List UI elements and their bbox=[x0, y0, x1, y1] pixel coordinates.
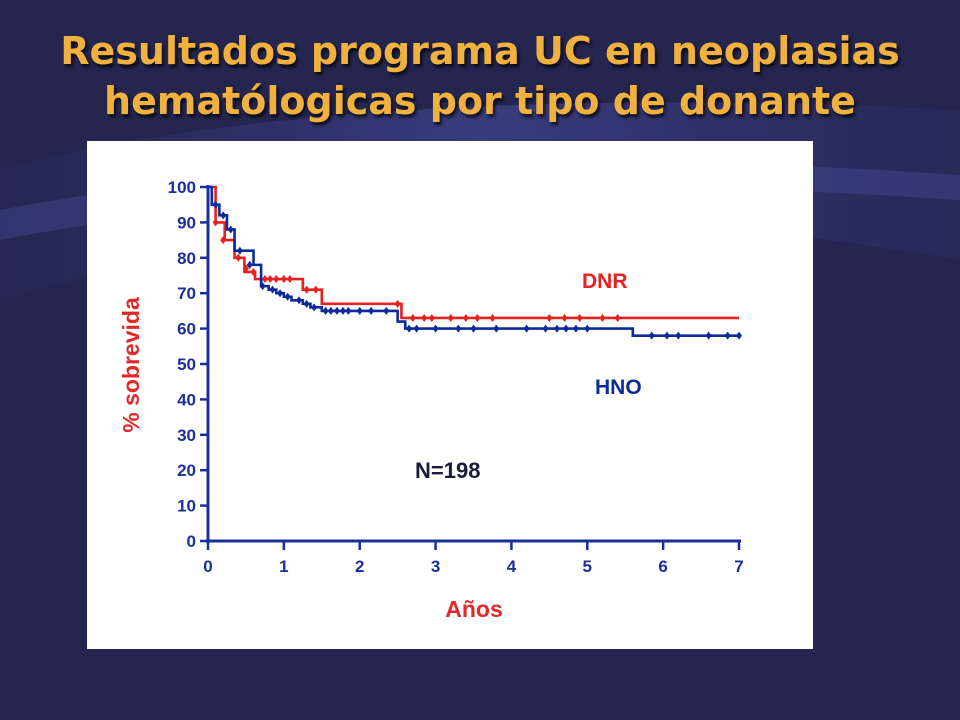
x-tick-label: 1 bbox=[279, 557, 288, 576]
censor-mark-hno bbox=[663, 331, 670, 340]
series-layer bbox=[208, 185, 742, 340]
y-tick-label: 10 bbox=[177, 497, 196, 516]
censor-mark-dnr bbox=[250, 267, 257, 276]
y-tick-label: 50 bbox=[177, 355, 196, 374]
y-tick-label: 80 bbox=[177, 249, 196, 268]
censor-mark-hno bbox=[322, 306, 329, 315]
series-label-dnr: DNR bbox=[582, 270, 628, 293]
slide-title-line-1: Resultados programa UC en neoplasias bbox=[60, 29, 900, 73]
x-tick-label: 7 bbox=[734, 557, 743, 576]
censor-mark-hno bbox=[227, 225, 234, 234]
censor-mark-hno bbox=[212, 200, 219, 209]
y-tick-label: 60 bbox=[177, 320, 196, 339]
censor-mark-hno bbox=[236, 246, 243, 255]
censor-mark-hno bbox=[296, 296, 303, 305]
censor-mark-dnr bbox=[409, 313, 416, 322]
y-tick-label: 30 bbox=[177, 426, 196, 445]
censor-mark-hno bbox=[259, 282, 266, 291]
censor-mark-hno bbox=[345, 306, 352, 315]
censor-mark-dnr bbox=[561, 313, 568, 322]
censor-mark-hno bbox=[220, 211, 227, 220]
censor-mark-hno bbox=[553, 324, 560, 333]
censor-mark-dnr bbox=[462, 313, 469, 322]
censor-mark-hno bbox=[246, 260, 253, 269]
censor-mark-dnr bbox=[421, 313, 428, 322]
censor-mark-dnr bbox=[235, 253, 242, 262]
censor-mark-hno bbox=[724, 331, 731, 340]
censor-mark-dnr bbox=[280, 275, 287, 284]
censor-mark-dnr bbox=[447, 313, 454, 322]
censor-mark-hno bbox=[368, 306, 375, 315]
y-tick-label: 0 bbox=[187, 532, 196, 551]
censor-mark-hno bbox=[648, 331, 655, 340]
censor-mark-hno bbox=[470, 324, 477, 333]
y-tick-label: 70 bbox=[177, 284, 196, 303]
x-tick-label: 3 bbox=[431, 557, 440, 576]
sample-size-annotation: N=198 bbox=[415, 458, 480, 483]
censor-mark-dnr bbox=[267, 275, 274, 284]
y-axis: 0 10 20 30 40 50 60 70 80 90 100 bbox=[168, 178, 210, 551]
censor-mark-dnr bbox=[286, 275, 293, 284]
censor-mark-hno bbox=[269, 285, 276, 294]
censor-mark-hno bbox=[736, 331, 742, 340]
censor-mark-dnr bbox=[303, 285, 310, 294]
censor-mark-dnr bbox=[576, 313, 583, 322]
series-line-hno bbox=[208, 185, 739, 337]
x-tick-label: 0 bbox=[203, 557, 212, 576]
censor-mark-hno bbox=[563, 324, 570, 333]
x-tick-label: 2 bbox=[355, 557, 364, 576]
y-tick-label: 20 bbox=[177, 461, 196, 480]
censor-mark-dnr bbox=[273, 275, 280, 284]
censor-mark-dnr bbox=[489, 313, 496, 322]
censor-mark-hno bbox=[432, 324, 439, 333]
series-label-hno: HNO bbox=[595, 376, 642, 399]
censor-mark-dnr bbox=[614, 313, 621, 322]
y-axis-title: % sobrevida bbox=[118, 297, 144, 433]
censor-mark-hno bbox=[383, 306, 390, 315]
censor-mark-hno bbox=[340, 306, 347, 315]
censor-mark-hno bbox=[493, 324, 500, 333]
censor-mark-hno bbox=[327, 306, 334, 315]
x-tick-label: 5 bbox=[583, 557, 592, 576]
censor-mark-dnr bbox=[312, 285, 319, 294]
censor-mark-hno bbox=[413, 324, 420, 333]
censor-mark-dnr bbox=[546, 313, 553, 322]
series-line-dnr bbox=[208, 185, 739, 320]
censor-mark-hno bbox=[356, 306, 363, 315]
slide-title: Resultados programa UC en neoplasias hem… bbox=[60, 26, 900, 126]
y-tick-label: 100 bbox=[168, 178, 196, 197]
censor-mark-hno bbox=[705, 331, 712, 340]
censor-mark-hno bbox=[542, 324, 549, 333]
censor-mark-dnr bbox=[474, 313, 481, 322]
x-axis: 0 1 2 3 4 5 6 7 bbox=[203, 539, 744, 576]
censor-mark-hno bbox=[406, 324, 413, 333]
censor-mark-hno bbox=[584, 324, 591, 333]
x-tick-label: 4 bbox=[507, 557, 517, 576]
censor-mark-hno bbox=[277, 289, 284, 298]
censor-mark-dnr bbox=[394, 299, 401, 308]
censor-mark-hno bbox=[572, 324, 579, 333]
censor-mark-hno bbox=[523, 324, 530, 333]
censor-mark-dnr bbox=[261, 275, 268, 284]
censor-mark-dnr bbox=[599, 313, 606, 322]
censor-mark-hno bbox=[311, 303, 318, 312]
slide-title-line-2: hematólogicas por tipo de donante bbox=[104, 79, 856, 123]
censor-mark-dnr bbox=[242, 264, 249, 273]
survival-chart: 0 10 20 30 40 50 60 70 80 90 100 0 1 2 3 4 5 6 7 % sobrev… bbox=[118, 178, 744, 622]
censor-mark-hno bbox=[303, 299, 310, 308]
censor-mark-hno bbox=[675, 331, 682, 340]
censor-mark-dnr bbox=[220, 236, 227, 245]
x-tick-label: 6 bbox=[658, 557, 667, 576]
chart-panel: 0 10 20 30 40 50 60 70 80 90 100 0 1 2 3 4 5 6 7 % sobrev… bbox=[87, 141, 813, 649]
censor-mark-hno bbox=[284, 292, 291, 301]
censor-mark-dnr bbox=[212, 218, 219, 227]
y-tick-label: 90 bbox=[177, 213, 196, 232]
censor-mark-hno bbox=[455, 324, 462, 333]
y-tick-label: 40 bbox=[177, 390, 196, 409]
censor-mark-hno bbox=[333, 306, 340, 315]
x-axis-title: Años bbox=[445, 596, 503, 622]
censor-mark-dnr bbox=[428, 313, 435, 322]
